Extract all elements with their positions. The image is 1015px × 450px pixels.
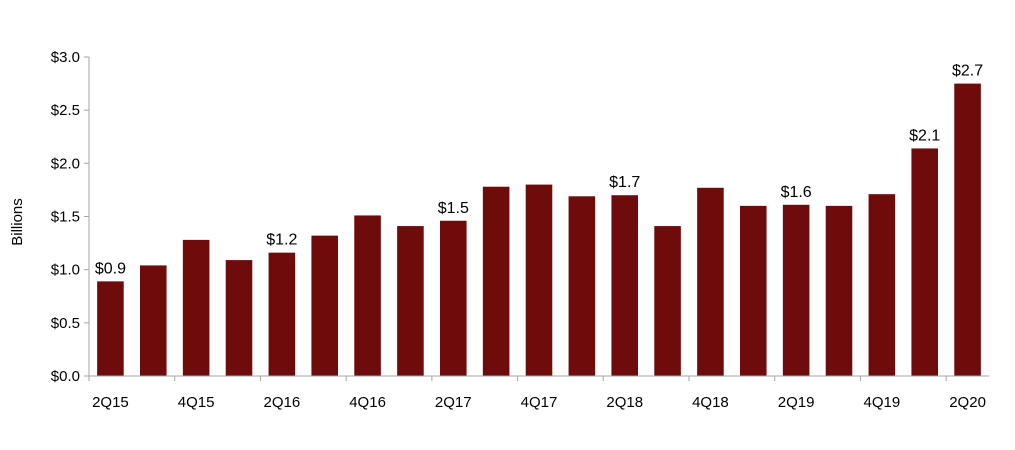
bar-4Q19 [868, 194, 896, 376]
y-axis-title: Billions [9, 198, 26, 246]
x-tick-label: 2Q16 [264, 394, 301, 411]
axes-group: $0.0 $0.5 $1.0 $1.5 $2.0 $2.5 $3.0 2Q15 4Q15 2Q16… [51, 49, 989, 411]
y-tick-label: $1.0 [51, 262, 80, 279]
data-label: $1.5 [438, 200, 469, 217]
bar-1Q18 [568, 196, 596, 376]
bar-3Q16 [311, 235, 338, 376]
x-tick-label: 4Q15 [178, 394, 215, 411]
x-tick-label: 2Q15 [92, 394, 129, 411]
x-tick-label: 2Q19 [778, 394, 815, 411]
bar-3Q17 [482, 186, 510, 376]
x-tick-label: 2Q17 [435, 394, 472, 411]
bar-3Q19 [825, 205, 853, 376]
data-label: $2.7 [952, 63, 983, 80]
bar-3Q18 [654, 226, 681, 376]
y-tick-label: $1.5 [51, 209, 80, 226]
data-label: $1.2 [266, 232, 297, 249]
bar-1Q16 [225, 260, 253, 376]
bar-4Q15 [182, 239, 210, 376]
bar-2Q15 [97, 281, 124, 376]
bar-2Q17 [440, 220, 467, 376]
bar-2Q18 [611, 195, 638, 376]
bar-1Q19 [740, 205, 767, 376]
bar-4Q18 [697, 187, 724, 376]
bar-1Q17 [397, 226, 424, 376]
bar-4Q16 [354, 215, 381, 376]
x-tick-label: 4Q19 [864, 394, 901, 411]
y-tick-label: $0.0 [51, 368, 80, 385]
data-labels-group: $0.9 $1.2 $1.5 $1.7 $1.6 $2.1 $2.7 [95, 63, 983, 278]
y-tick-label: $0.5 [51, 315, 80, 332]
y-tick-label: $2.0 [51, 155, 80, 172]
x-tick-label: 4Q17 [521, 394, 558, 411]
data-label: $0.9 [95, 260, 126, 277]
data-label: $1.7 [609, 174, 640, 191]
x-tick-label: 4Q18 [692, 394, 729, 411]
bar-2Q20 [954, 83, 981, 376]
y-tick-label: $2.5 [51, 102, 80, 119]
x-tick-label: 2Q20 [949, 394, 986, 411]
x-tick-label: 2Q18 [606, 394, 643, 411]
data-label: $2.1 [909, 127, 940, 144]
data-label: $1.6 [781, 184, 812, 201]
bar-4Q17 [525, 184, 553, 376]
bar-1Q20 [911, 148, 938, 376]
x-tick-label: 4Q16 [349, 394, 386, 411]
bar-2Q16 [268, 252, 296, 376]
y-tick-label: $3.0 [51, 49, 80, 66]
bars-group [97, 83, 981, 376]
bar-3Q15 [140, 265, 167, 376]
bar-2Q19 [782, 204, 810, 376]
